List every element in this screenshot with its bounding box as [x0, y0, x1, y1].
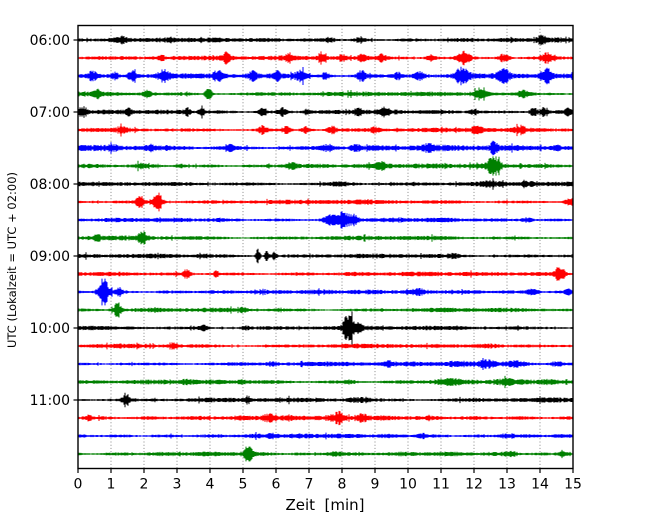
x-tick-label-2: 2 — [140, 477, 149, 493]
trace-08:15 — [78, 192, 573, 212]
x-tick-label-0: 0 — [74, 477, 83, 493]
trace-layer — [78, 34, 573, 462]
trace-06:45 — [78, 87, 573, 101]
x-axis-label: Zeit [min] — [285, 496, 364, 514]
trace-09:45 — [78, 302, 573, 318]
x-tick-label-14: 14 — [531, 477, 549, 493]
trace-10:00 — [78, 311, 573, 345]
tick-layer — [73, 39, 574, 473]
trace-06:30 — [78, 66, 573, 86]
trace-10:30 — [78, 358, 573, 370]
trace-11:30 — [78, 432, 573, 440]
x-tick-label-8: 8 — [338, 477, 347, 493]
trace-07:30 — [78, 140, 573, 156]
trace-07:00 — [78, 105, 573, 119]
y-tick-label-09:00: 09:00 — [30, 249, 70, 265]
y-tick-label-11:00: 11:00 — [30, 393, 70, 409]
trace-09:30 — [78, 278, 573, 306]
x-tick-label-11: 11 — [432, 477, 450, 493]
trace-10:15 — [78, 342, 573, 350]
y-axis-label: UTC (Lokalzeit = UTC + 02:00) — [5, 172, 19, 348]
x-tick-label-12: 12 — [465, 477, 483, 493]
trace-08:30 — [78, 211, 573, 229]
y-tick-label-06:00: 06:00 — [30, 33, 70, 49]
x-tick-label-15: 15 — [564, 477, 582, 493]
trace-08:00 — [78, 178, 573, 190]
x-tick-label-1: 1 — [107, 477, 116, 493]
x-tick-label-10: 10 — [399, 477, 417, 493]
x-tick-label-7: 7 — [305, 477, 314, 493]
trace-08:45 — [78, 231, 573, 245]
trace-11:15 — [78, 410, 573, 426]
trace-11:00 — [78, 392, 573, 408]
y-tick-label-10:00: 10:00 — [30, 321, 70, 337]
trace-09:15 — [78, 267, 573, 281]
trace-06:15 — [78, 50, 573, 66]
trace-07:15 — [78, 123, 573, 137]
trace-07:45 — [78, 156, 573, 176]
trace-06:00 — [78, 34, 573, 46]
grid-layer — [110, 25, 541, 469]
x-tick-label-9: 9 — [371, 477, 380, 493]
x-tick-label-4: 4 — [206, 477, 215, 493]
trace-09:00 — [78, 248, 573, 264]
y-tick-label-08:00: 08:00 — [30, 177, 70, 193]
x-tick-label-3: 3 — [173, 477, 182, 493]
y-tick-label-07:00: 07:00 — [30, 105, 70, 121]
trace-10:45 — [78, 375, 573, 389]
trace-11:45 — [78, 446, 573, 462]
plot-border — [77, 24, 574, 470]
x-tick-label-13: 13 — [498, 477, 516, 493]
tick-label-layer: 0 1 2 3 4 5 6 7 8 9 10 11 12 13 14 1506:0007:0008:0009:… — [30, 33, 582, 493]
x-tick-label-5: 5 — [239, 477, 248, 493]
x-tick-label-6: 6 — [272, 477, 281, 493]
